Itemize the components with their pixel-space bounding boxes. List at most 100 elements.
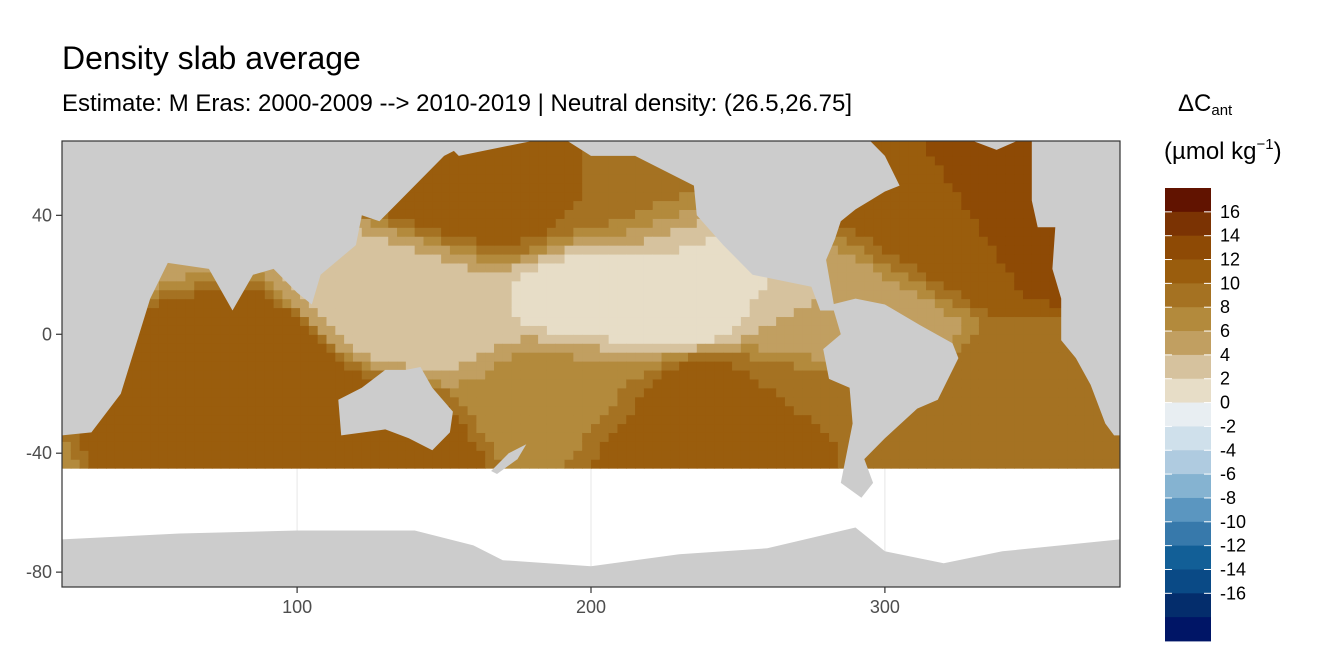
- heat-cell: [546, 236, 557, 246]
- heat-cell: [502, 405, 513, 416]
- heat-cell: [978, 352, 989, 362]
- heat-cell: [538, 191, 548, 202]
- heat-cell: [617, 200, 627, 210]
- heat-cell: [908, 141, 918, 148]
- heat-cell: [608, 316, 619, 326]
- heat-cell: [502, 146, 513, 157]
- heat-cell: [811, 405, 821, 416]
- heat-cell: [608, 405, 619, 416]
- heat-cell: [1049, 459, 1059, 469]
- heat-cell: [414, 182, 425, 193]
- heat-cell: [335, 271, 345, 282]
- heat-cell: [890, 298, 901, 309]
- heat-cell: [961, 227, 971, 237]
- heat-cell: [326, 369, 336, 380]
- heat-cell: [370, 236, 380, 246]
- heat-cell: [758, 450, 768, 460]
- heat-cell: [326, 325, 336, 335]
- heat-cell: [238, 396, 248, 407]
- heat-cell: [1049, 423, 1059, 433]
- heat-cell: [167, 450, 178, 460]
- heat-cell: [1040, 361, 1051, 371]
- heat-cell: [661, 325, 671, 335]
- heat-cell: [247, 405, 257, 416]
- heat-cell: [943, 378, 954, 389]
- heat-cell: [599, 253, 610, 264]
- heat-cell: [987, 369, 998, 380]
- heat-cell: [881, 441, 892, 451]
- heat-cell: [485, 253, 495, 264]
- heat-cell: [458, 271, 469, 282]
- heat-cell: [238, 432, 248, 442]
- heat-cell: [926, 450, 936, 460]
- heat-cell: [917, 307, 927, 318]
- heat-cell: [1023, 253, 1033, 264]
- heat-cell: [881, 262, 892, 273]
- heat-cell: [952, 280, 962, 291]
- heat-cell: [529, 450, 539, 460]
- heat-cell: [978, 307, 989, 318]
- heat-cell: [150, 334, 160, 344]
- heat-cell: [1049, 432, 1059, 442]
- heat-cell: [564, 343, 574, 353]
- heat-cell: [617, 361, 627, 371]
- heat-cell: [317, 369, 328, 380]
- heat-cell: [476, 414, 486, 425]
- heat-cell: [829, 423, 839, 433]
- heat-cell: [811, 387, 821, 398]
- heat-cell: [167, 378, 178, 389]
- heat-cell: [1040, 334, 1051, 344]
- heat-cell: [546, 369, 557, 380]
- heat-cell: [352, 289, 363, 300]
- heat-cell: [687, 423, 698, 433]
- heat-cell: [1014, 459, 1024, 469]
- heat-cell: [705, 405, 716, 416]
- heat-cell: [220, 450, 231, 460]
- heat-cell: [1049, 271, 1059, 282]
- heat-cell: [679, 289, 689, 300]
- heat-cell: [837, 450, 848, 460]
- heat-cell: [670, 173, 680, 184]
- heat-cell: [970, 209, 980, 219]
- heat-cell: [538, 307, 548, 318]
- heat-cell: [247, 298, 257, 309]
- heat-cell: [802, 307, 813, 318]
- heat-cell: [546, 146, 557, 157]
- heat-cell: [529, 280, 539, 291]
- heat-cell: [291, 459, 301, 469]
- heat-cell: [502, 200, 513, 210]
- legend-swatch-2: [1165, 235, 1211, 260]
- heat-cell: [282, 307, 292, 318]
- heat-cell: [176, 450, 187, 460]
- heat-cell: [591, 271, 601, 282]
- heat-cell: [449, 432, 460, 442]
- heat-cell: [423, 200, 433, 210]
- heat-cell: [714, 289, 724, 300]
- heat-cell: [749, 343, 760, 353]
- heat-cell: [441, 432, 451, 442]
- heat-cell: [1040, 316, 1051, 326]
- heat-cell: [546, 182, 557, 193]
- heat-cell: [397, 280, 407, 291]
- heat-cell: [529, 378, 539, 389]
- heat-cell: [255, 441, 266, 451]
- heat-cell: [361, 271, 372, 282]
- heat-cell: [776, 280, 786, 291]
- heat-cell: [643, 414, 654, 425]
- heat-cell: [564, 227, 574, 237]
- heat-cell: [970, 361, 980, 371]
- heat-cell: [961, 262, 971, 273]
- heat-cell: [1005, 325, 1015, 335]
- heat-cell: [661, 307, 671, 318]
- heat-cell: [1023, 155, 1033, 166]
- heat-cell: [441, 271, 451, 282]
- heat-cell: [176, 396, 187, 407]
- heat-cell: [599, 423, 610, 433]
- heat-cell: [643, 253, 654, 264]
- heat-cell: [996, 155, 1006, 166]
- heat-cell: [573, 218, 583, 228]
- heat-cell: [1031, 459, 1042, 469]
- heat-cell: [467, 280, 477, 291]
- heat-cell: [546, 200, 557, 210]
- heat-cell: [661, 209, 671, 219]
